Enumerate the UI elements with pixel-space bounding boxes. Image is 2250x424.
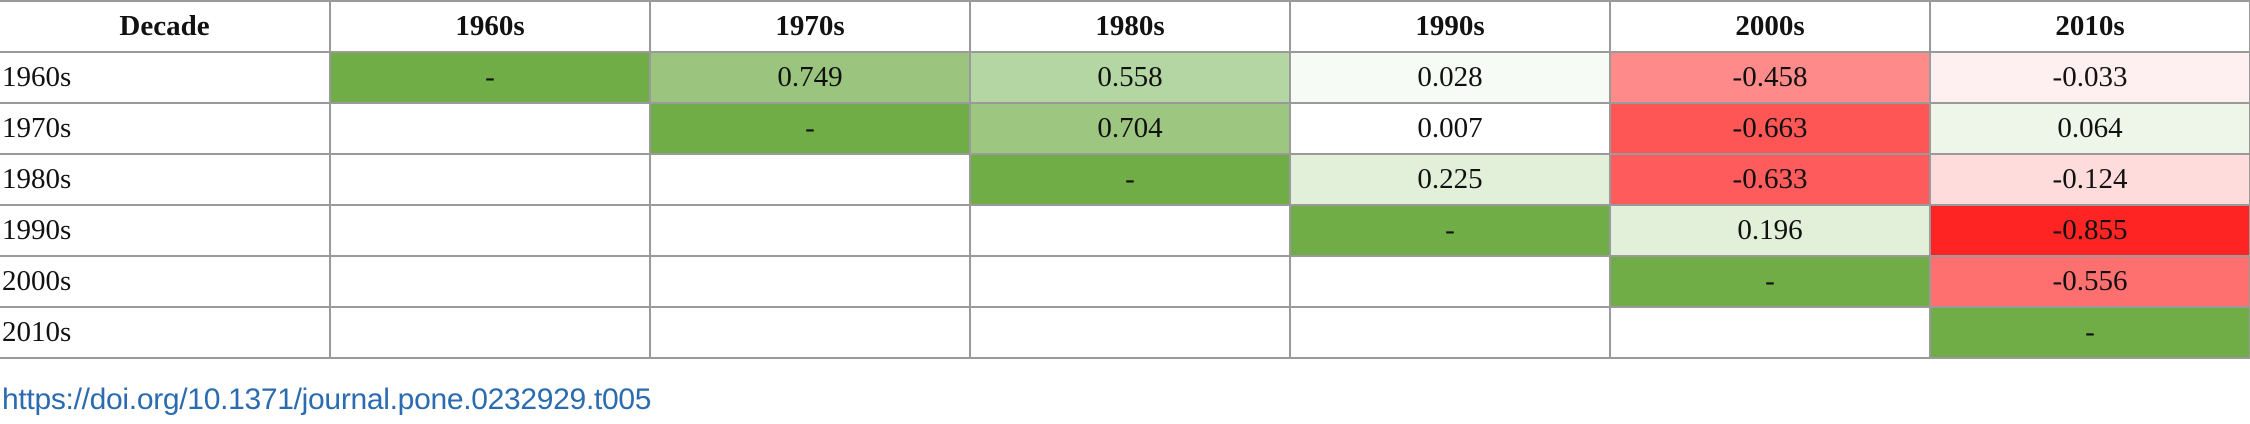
correlation-cell: -0.556 — [1929, 255, 2250, 308]
correlation-cell — [1609, 306, 1931, 359]
correlation-cell — [649, 153, 971, 206]
correlation-cell: -0.124 — [1929, 153, 2250, 206]
column-header-decade: Decade — [0, 0, 331, 53]
table-row: 1970s -0.704 0.007 -0.663 0.064 — [0, 102, 2250, 155]
column-header-1970s: 1970s — [649, 0, 971, 53]
row-header: 1960s — [0, 51, 331, 104]
correlation-cell — [329, 102, 651, 155]
column-header-2010s: 2010s — [1929, 0, 2250, 53]
column-header-1980s: 1980s — [969, 0, 1291, 53]
table-row: 2010s - — [0, 306, 2250, 359]
correlation-cell: 0.749 — [649, 51, 971, 104]
correlation-cell: 0.028 — [1289, 51, 1611, 104]
decade-correlation-table: Decade 1960s 1970s 1980s 1990s 2000s 201… — [0, 0, 2250, 359]
table-row: 1990s -0.196 -0.855 — [0, 204, 2250, 257]
correlation-cell: -0.458 — [1609, 51, 1931, 104]
correlation-cell: -0.855 — [1929, 204, 2250, 257]
correlation-cell: -0.663 — [1609, 102, 1931, 155]
correlation-cell: - — [1289, 204, 1611, 257]
table-row: 1980s -0.225 -0.633 -0.124 — [0, 153, 2250, 206]
row-header: 1990s — [0, 204, 331, 257]
correlation-cell: 0.007 — [1289, 102, 1611, 155]
correlation-cell: - — [1929, 306, 2250, 359]
row-header: 1980s — [0, 153, 331, 206]
column-header-1990s: 1990s — [1289, 0, 1611, 53]
correlation-cell: - — [329, 51, 651, 104]
correlation-cell — [1289, 255, 1611, 308]
correlation-cell — [1289, 306, 1611, 359]
correlation-cell — [969, 204, 1291, 257]
correlation-cell — [649, 204, 971, 257]
correlation-cell: - — [1609, 255, 1931, 308]
correlation-cell: - — [649, 102, 971, 155]
correlation-cell — [969, 255, 1291, 308]
correlation-cell: 0.225 — [1289, 153, 1611, 206]
correlation-cell: 0.064 — [1929, 102, 2250, 155]
correlation-cell: 0.196 — [1609, 204, 1931, 257]
correlation-cell: - — [969, 153, 1291, 206]
column-header-1960s: 1960s — [329, 0, 651, 53]
correlation-cell — [969, 306, 1291, 359]
row-header: 1970s — [0, 102, 331, 155]
correlation-cell: -0.033 — [1929, 51, 2250, 104]
table-row: 1960s -0.749 0.558 0.028 -0.458 -0.033 — [0, 51, 2250, 104]
correlation-cell: 0.704 — [969, 102, 1291, 155]
table-header-row: Decade 1960s 1970s 1980s 1990s 2000s 201… — [0, 0, 2250, 53]
column-header-2000s: 2000s — [1609, 0, 1931, 53]
row-header: 2010s — [0, 306, 331, 359]
doi-link[interactable]: https://doi.org/10.1371/journal.pone.023… — [2, 383, 652, 416]
correlation-cell: -0.633 — [1609, 153, 1931, 206]
table-row: 2000s - -0.556 — [0, 255, 2250, 308]
correlation-cell — [329, 306, 651, 359]
correlation-cell — [329, 255, 651, 308]
row-header: 2000s — [0, 255, 331, 308]
correlation-cell — [649, 255, 971, 308]
correlation-cell: 0.558 — [969, 51, 1291, 104]
correlation-cell — [649, 306, 971, 359]
correlation-cell — [329, 204, 651, 257]
correlation-cell — [329, 153, 651, 206]
